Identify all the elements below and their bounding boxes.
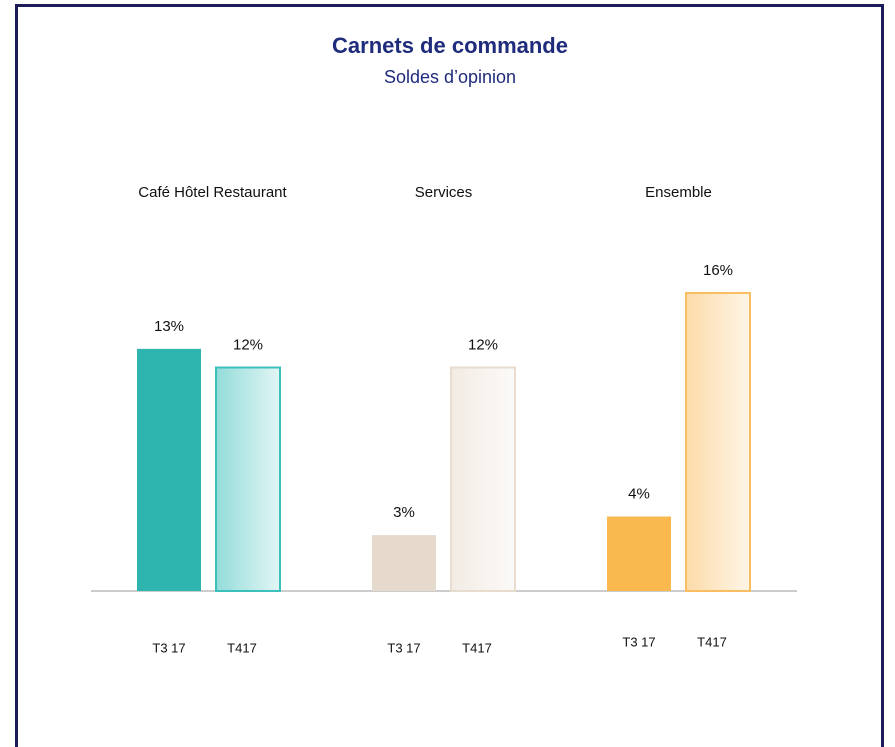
bar xyxy=(450,366,516,592)
category-label: T3 17 xyxy=(387,640,420,655)
group-label: Services xyxy=(415,184,473,201)
category-label: T3 17 xyxy=(622,634,655,649)
value-label: 13% xyxy=(154,318,184,335)
group-label: Ensemble xyxy=(645,184,712,201)
value-label: 4% xyxy=(628,485,650,502)
category-label: T417 xyxy=(697,634,727,649)
category-label: T417 xyxy=(462,640,492,655)
bar xyxy=(137,348,201,591)
value-label: 12% xyxy=(468,336,498,353)
chart-title: Carnets de commande xyxy=(332,33,568,58)
value-label: 16% xyxy=(703,262,733,279)
bar xyxy=(685,292,751,592)
group-label: Café Hôtel Restaurant xyxy=(138,184,287,201)
chart-subtitle: Soldes d’opinion xyxy=(384,67,516,87)
bar xyxy=(372,535,436,591)
value-label: 3% xyxy=(393,504,415,521)
category-label: T417 xyxy=(227,640,257,655)
bar xyxy=(607,516,671,591)
category-label: T3 17 xyxy=(152,640,185,655)
bar xyxy=(215,366,281,592)
value-label: 12% xyxy=(233,336,263,353)
